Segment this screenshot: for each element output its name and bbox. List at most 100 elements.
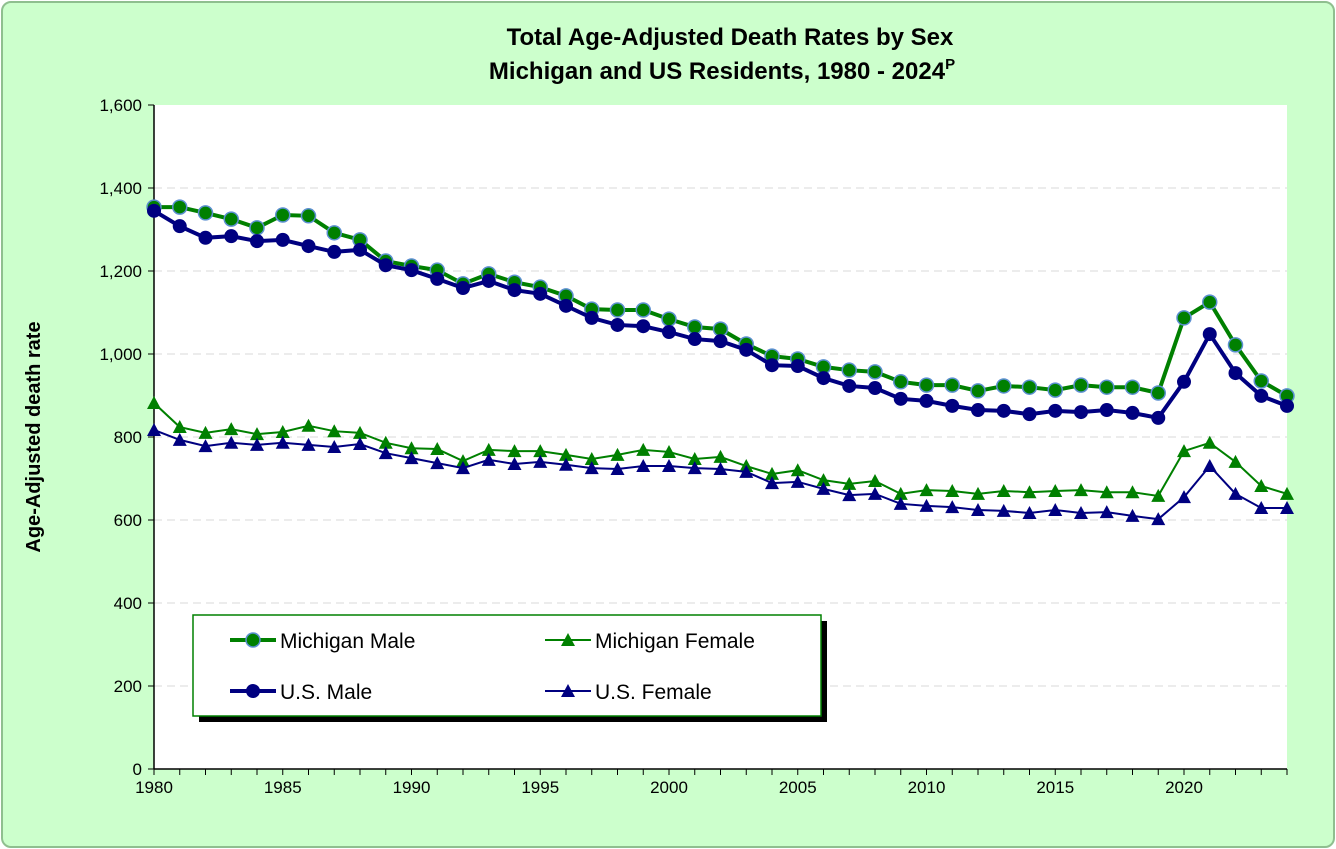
data-point [816, 371, 831, 386]
data-point [610, 461, 625, 475]
data-point [224, 229, 239, 244]
data-point [1176, 310, 1192, 326]
data-point [893, 391, 908, 406]
data-point [198, 439, 213, 453]
x-tick-label: 1990 [393, 778, 431, 797]
data-point [996, 483, 1011, 497]
data-point [198, 425, 213, 439]
data-point [609, 302, 626, 318]
data-point [842, 488, 857, 502]
data-point [1228, 366, 1243, 381]
data-point [1254, 500, 1269, 514]
data-point [816, 481, 831, 495]
legend-label: Michigan Female [595, 630, 755, 653]
data-point [662, 325, 676, 340]
data-point [1073, 377, 1089, 393]
data-point [1047, 382, 1063, 398]
data-point [584, 461, 599, 475]
data-point [1280, 486, 1294, 500]
data-point [790, 463, 805, 477]
data-point [1048, 403, 1063, 418]
data-point [713, 334, 728, 349]
y-tick-label: 200 [114, 677, 142, 696]
chart-title-line2: Michigan and US Residents, 1980 - 2024P [489, 56, 955, 85]
data-point [1254, 388, 1269, 403]
data-point [712, 321, 729, 337]
data-point [326, 225, 342, 241]
data-point [1177, 374, 1191, 389]
data-point [224, 435, 239, 449]
data-point [559, 298, 573, 313]
data-point [1253, 373, 1269, 389]
data-point [223, 211, 239, 227]
data-point [533, 444, 548, 458]
legend-marker [561, 684, 575, 697]
data-point [147, 422, 161, 436]
data-point [481, 452, 496, 466]
data-point [584, 451, 599, 465]
data-point [275, 435, 290, 449]
data-point [662, 459, 676, 473]
data-point [1022, 485, 1037, 499]
data-point [456, 281, 470, 296]
x-tick-label: 1985 [264, 778, 302, 797]
data-point [275, 425, 290, 439]
data-point [1254, 478, 1269, 492]
x-tick-label: 2005 [779, 778, 817, 797]
data-point [430, 271, 445, 286]
data-point [842, 378, 857, 393]
data-point [300, 208, 317, 224]
data-point [378, 446, 393, 460]
data-point [327, 424, 342, 438]
data-point [713, 461, 728, 475]
series-michigan-female [147, 395, 1294, 502]
data-point [1151, 512, 1166, 526]
data-point [456, 461, 470, 475]
data-point [868, 381, 882, 396]
data-point [971, 503, 985, 517]
x-tick-label: 2020 [1165, 778, 1203, 797]
data-point [301, 239, 316, 254]
data-point [1048, 503, 1063, 517]
data-point [636, 459, 651, 473]
data-point [610, 447, 625, 461]
x-tick-label: 1980 [135, 778, 173, 797]
data-point [919, 393, 934, 408]
data-point [996, 503, 1011, 517]
data-point [918, 377, 935, 393]
data-point [1177, 490, 1191, 504]
data-point [456, 454, 470, 468]
legend-label: U.S. Female [595, 681, 712, 704]
data-point [971, 486, 985, 500]
data-point [507, 444, 522, 458]
data-point [636, 442, 651, 456]
data-point [353, 242, 367, 257]
data-point [996, 378, 1012, 394]
data-point [533, 454, 548, 468]
data-point [250, 437, 264, 451]
data-point [327, 439, 342, 453]
data-point [636, 319, 651, 334]
legend-marker [245, 632, 261, 648]
y-tick-label: 600 [114, 511, 142, 530]
data-point [172, 199, 188, 215]
legend-label: U.S. Male [280, 681, 372, 704]
data-point [1228, 486, 1243, 500]
data-point [249, 220, 265, 236]
data-point [198, 230, 213, 245]
data-point [919, 483, 934, 497]
data-point [533, 286, 548, 301]
data-point [559, 457, 573, 471]
data-point [971, 403, 985, 418]
data-point [765, 476, 779, 490]
data-point [661, 311, 677, 327]
data-point [1227, 337, 1244, 353]
y-tick-label: 1,200 [99, 262, 142, 281]
data-point [1022, 505, 1037, 519]
data-point [404, 263, 419, 278]
data-point [945, 483, 960, 497]
y-tick-label: 400 [114, 594, 142, 613]
y-axis-label: Age-Adjusted death rate [23, 321, 45, 552]
data-point [713, 449, 728, 463]
data-point [197, 205, 214, 221]
